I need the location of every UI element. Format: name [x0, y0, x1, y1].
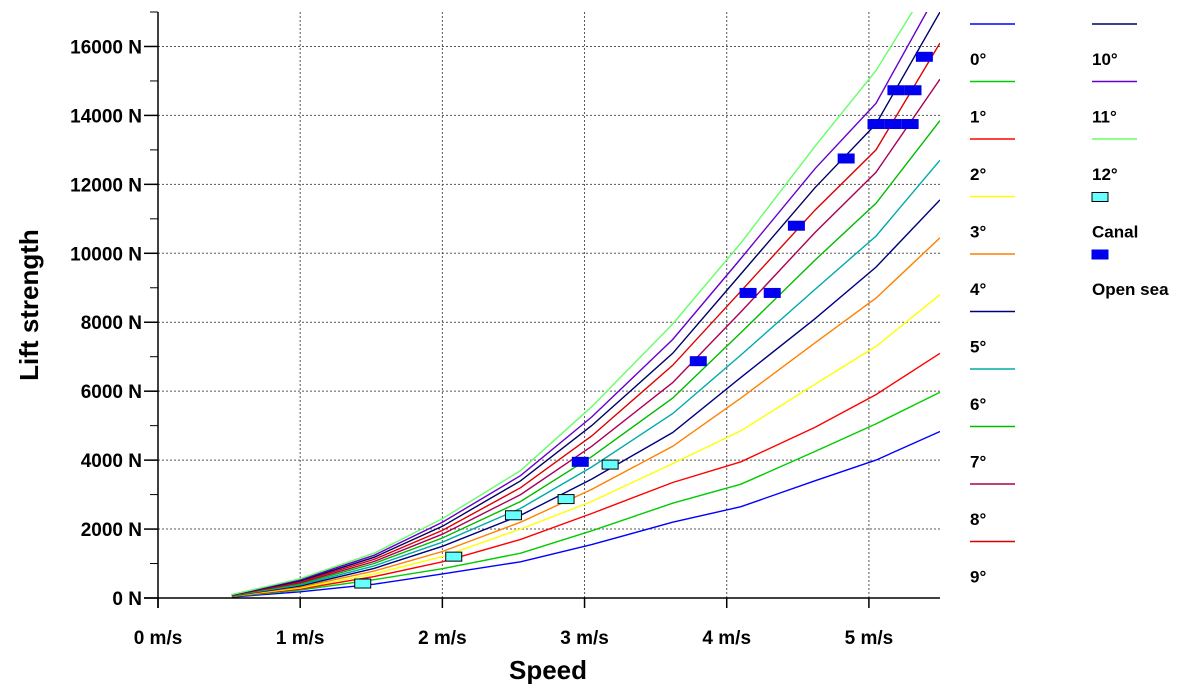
series-line: [231, 120, 940, 597]
y-tick-label: 16000 N: [70, 37, 142, 58]
series-line: [231, 159, 940, 597]
legend-label: 5°: [970, 338, 986, 357]
series-line: [231, 391, 940, 598]
legend-label: 3°: [970, 223, 986, 242]
series-layer: [231, 12, 940, 598]
legend-label: 2°: [970, 165, 986, 184]
y-tick-label: 8000 N: [81, 313, 142, 334]
x-tick-label: 1 m/s: [276, 628, 325, 649]
series-line: [231, 352, 940, 597]
legend-label: 6°: [970, 395, 986, 414]
canal-marker: [557, 494, 575, 505]
y-tick-label: 2000 N: [81, 520, 142, 541]
canal-marker: [504, 510, 522, 521]
legend-label: Open sea: [1092, 280, 1169, 299]
x-tick-label: 4 m/s: [702, 628, 751, 649]
tick-label-layer: 0 N 2000 N 4000 N 6000 N 8000 N 10000 N 12000 …: [70, 37, 893, 649]
legend-label: Canal: [1092, 223, 1138, 242]
canal-marker: [601, 459, 619, 470]
legend: 0° 1° 2° 3° 4° 5° 6° 7° 8° 9° 10° 11° 12° Canal Open s…: [970, 23, 1169, 587]
x-tick-label: 0 m/s: [134, 628, 183, 649]
legend-label: 10°: [1092, 50, 1118, 69]
grid-layer: [158, 12, 940, 598]
y-tick-label: 0 N: [112, 589, 142, 610]
legend-label: 12°: [1092, 165, 1118, 184]
y-tick-label: 6000 N: [81, 382, 142, 403]
legend-label: 9°: [970, 568, 986, 587]
x-axis-title: Speed: [509, 655, 587, 684]
canal-marker: [354, 578, 372, 589]
open-sea-marker: [867, 119, 885, 130]
series-line: [231, 12, 940, 596]
open-sea-marker: [787, 220, 805, 231]
series-line: [231, 12, 928, 596]
series-line: [231, 199, 940, 597]
open-sea-marker: [763, 287, 781, 298]
series-line: [231, 294, 940, 597]
open-sea-marker: [901, 119, 919, 130]
canal-marker: [445, 551, 463, 562]
open-sea-marker: [571, 456, 589, 467]
series-line: [231, 430, 940, 598]
legend-label: 7°: [970, 453, 986, 472]
open-sea-marker: [739, 287, 757, 298]
legend-label: 1°: [970, 108, 986, 127]
open-sea-marker: [884, 119, 902, 130]
series-line: [231, 42, 940, 596]
y-tick-label: 12000 N: [70, 175, 142, 196]
x-tick-label: 2 m/s: [418, 628, 467, 649]
series-line: [231, 12, 914, 596]
open-sea-marker: [689, 356, 707, 367]
legend-label: 0°: [970, 50, 986, 69]
legend-label: 4°: [970, 280, 986, 299]
legend-label: 8°: [970, 510, 986, 529]
open-sea-marker: [915, 51, 933, 62]
open-sea-marker: [887, 85, 905, 96]
open-sea-marker: [837, 153, 855, 164]
legend-swatch-marker: [1091, 249, 1109, 260]
legend-swatch-marker: [1091, 192, 1109, 202]
y-tick-label: 14000 N: [70, 106, 142, 127]
legend-label: 11°: [1092, 108, 1117, 127]
open-sea-marker: [904, 85, 922, 96]
y-tick-label: 4000 N: [81, 451, 142, 472]
marker-layer: [354, 51, 933, 589]
series-line: [231, 78, 940, 596]
series-line: [231, 237, 940, 597]
x-tick-label: 5 m/s: [845, 628, 894, 649]
y-tick-label: 10000 N: [70, 244, 142, 265]
y-axis-title: Lift strength: [14, 229, 44, 381]
axes-layer: [144, 11, 940, 608]
x-tick-label: 3 m/s: [560, 628, 609, 649]
